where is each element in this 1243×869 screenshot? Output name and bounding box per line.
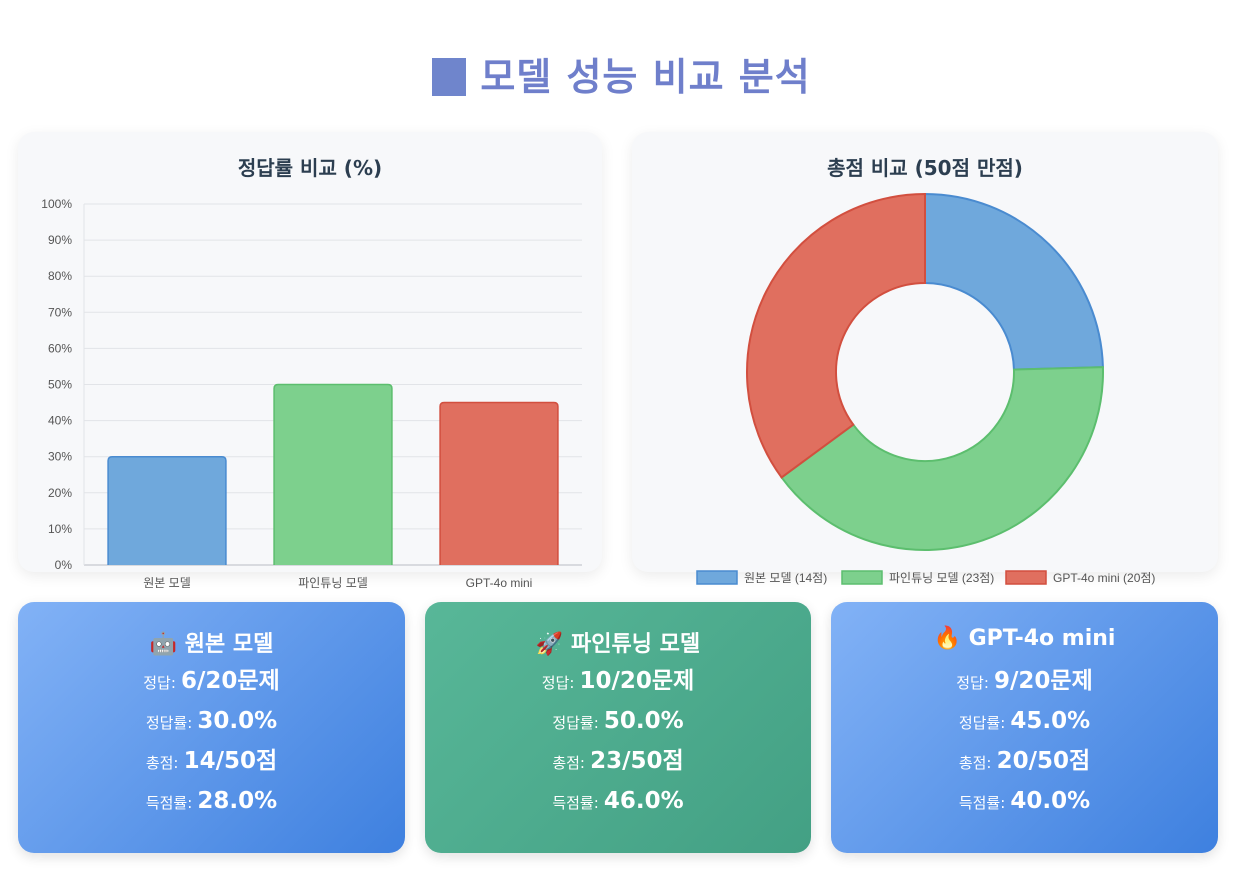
- donut-chart-title: 총점 비교 (50점 만점): [827, 156, 1023, 180]
- bar: [273, 383, 393, 565]
- card-title: 🚀 파인튜닝 모델: [425, 626, 811, 657]
- score-rate-line: 득점률: 40.0%: [831, 786, 1218, 816]
- legend-swatch: [696, 570, 738, 585]
- donut-slice: [924, 192, 1104, 371]
- y-tick-label: 10%: [48, 522, 72, 536]
- correct-line: 정답: 10/20문제: [425, 666, 811, 696]
- y-tick-label: 30%: [48, 450, 72, 464]
- score-line: 총점: 20/50점: [831, 746, 1218, 776]
- model-card-gpt4o-mini: 🔥 GPT-4o mini 정답: 9/20문제 정답률: 45.0% 총점: …: [831, 602, 1218, 853]
- robot-icon: 🤖: [149, 632, 178, 657]
- y-tick-label: 40%: [48, 414, 72, 428]
- legend-label: 원본 모델 (14점): [744, 571, 827, 585]
- legend-label: 파인튜닝 모델 (23점): [889, 571, 994, 585]
- rate-line: 정답률: 45.0%: [831, 706, 1218, 736]
- card-name: 원본 모델: [184, 632, 274, 657]
- card-name: GPT-4o mini: [968, 626, 1116, 651]
- rate-label: 정답률:: [145, 714, 193, 732]
- model-card-original: 🤖 원본 모델 정답: 6/20문제 정답률: 30.0% 총점: 14/50점…: [18, 602, 405, 853]
- bar: [107, 455, 227, 565]
- card-name: 파인튜닝 모델: [570, 632, 701, 657]
- correct-label: 정답:: [541, 674, 575, 692]
- score-rate-label: 득점률:: [145, 794, 193, 812]
- correct-label: 정답:: [956, 674, 989, 692]
- donut-chart: [746, 192, 1104, 551]
- score-rate-value: 46.0%: [603, 788, 684, 814]
- model-card-finetuned: 🚀 파인튜닝 모델 정답: 10/20문제 정답률: 50.0% 총점: 23/…: [425, 602, 811, 853]
- card-title: 🔥 GPT-4o mini: [831, 626, 1218, 656]
- bar-chart-title: 정답률 비교 (%): [237, 156, 383, 180]
- rate-value: 45.0%: [1010, 708, 1091, 734]
- score-line: 총점: 23/50점: [425, 746, 811, 776]
- rate-value: 30.0%: [197, 708, 278, 734]
- correct-value: 9/20문제: [994, 668, 1093, 694]
- bar-chart: 0% 10% 20% 30% 40% 50% 60% 70% 80% 90% 100% 원본 모델 파인…: [41, 197, 582, 590]
- rate-label: 정답률:: [958, 714, 1006, 732]
- y-tick-label: 50%: [48, 378, 72, 392]
- score-value: 20/50점: [996, 748, 1091, 774]
- y-tick-label: 0%: [55, 558, 73, 572]
- donut-chart-panel: 총점 비교 (50점 만점): [632, 132, 1218, 572]
- y-tick-label: 90%: [48, 233, 72, 247]
- rate-line: 정답률: 50.0%: [425, 706, 811, 736]
- score-line: 총점: 14/50점: [18, 746, 405, 776]
- rate-line: 정답률: 30.0%: [18, 706, 405, 736]
- score-rate-label: 득점률:: [552, 794, 599, 812]
- score-rate-value: 40.0%: [1010, 788, 1091, 814]
- score-value: 23/50점: [590, 748, 684, 774]
- score-value: 14/50점: [183, 748, 278, 774]
- page-title-text: 모델 성능 비교 분석: [480, 55, 811, 99]
- rate-label: 정답률:: [552, 714, 599, 732]
- x-tick-label: 파인튜닝 모델: [298, 576, 368, 590]
- y-tick-label: 20%: [48, 486, 72, 500]
- score-rate-line: 득점률: 28.0%: [18, 786, 405, 816]
- x-tick-label: GPT-4o mini: [466, 576, 533, 590]
- legend-label: GPT-4o mini (20점): [1053, 571, 1155, 585]
- score-label: 총점:: [145, 754, 179, 772]
- score-label: 총점:: [552, 754, 585, 772]
- legend-swatch: [1005, 570, 1047, 585]
- donut-legend: 원본 모델 (14점) 파인튜닝 모델 (23점) GPT-4o mini (20점…: [696, 570, 1155, 585]
- y-tick-label: 60%: [48, 341, 72, 355]
- correct-line: 정답: 9/20문제: [831, 666, 1218, 696]
- rocket-icon: 🚀: [535, 632, 564, 657]
- score-rate-value: 28.0%: [197, 788, 278, 814]
- score-rate-label: 득점률:: [958, 794, 1006, 812]
- blue-square-icon: [432, 58, 467, 96]
- correct-value: 10/20문제: [579, 668, 695, 694]
- card-title: 🤖 원본 모델: [18, 626, 405, 657]
- y-tick-label: 70%: [48, 305, 72, 319]
- donut-slice: [780, 366, 1104, 551]
- correct-label: 정답:: [143, 674, 176, 692]
- score-rate-line: 득점률: 46.0%: [425, 786, 811, 816]
- correct-value: 6/20문제: [181, 668, 280, 694]
- donut-slice: [746, 192, 926, 479]
- rate-value: 50.0%: [603, 708, 684, 734]
- y-tick-label: 100%: [41, 197, 72, 211]
- fire-icon: 🔥: [933, 626, 961, 651]
- legend-swatch: [841, 570, 883, 585]
- page-title: 모델 성능 비교 분석: [0, 46, 1243, 101]
- correct-line: 정답: 6/20문제: [18, 666, 405, 696]
- bar-chart-panel: 정답률 비교 (%) 0% 10% 20% 30% 40% 50% 60% 70% 80% 90%…: [18, 132, 602, 590]
- x-tick-label: 원본 모델: [143, 576, 191, 590]
- score-label: 총점:: [958, 754, 992, 772]
- y-tick-label: 80%: [48, 269, 72, 283]
- bar: [439, 401, 559, 565]
